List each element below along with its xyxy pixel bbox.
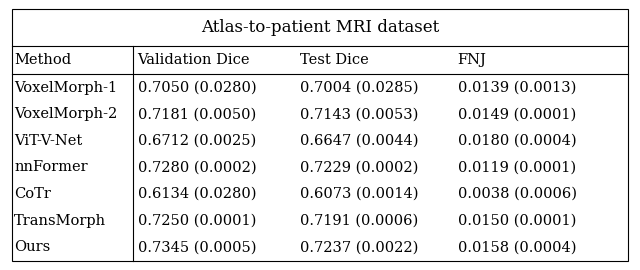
- Text: 0.7181 (0.0050): 0.7181 (0.0050): [138, 107, 256, 121]
- Text: Validation Dice: Validation Dice: [138, 53, 250, 67]
- Text: ViT-V-Net: ViT-V-Net: [14, 134, 83, 148]
- Text: 0.0038 (0.0006): 0.0038 (0.0006): [458, 187, 577, 201]
- Text: 0.6647 (0.0044): 0.6647 (0.0044): [300, 134, 418, 148]
- Text: 0.6073 (0.0014): 0.6073 (0.0014): [300, 187, 418, 201]
- Text: FNJ: FNJ: [458, 53, 486, 67]
- Text: Method: Method: [14, 53, 71, 67]
- Text: Test Dice: Test Dice: [300, 53, 368, 67]
- Text: VoxelMorph-2: VoxelMorph-2: [14, 107, 117, 121]
- Text: 0.6712 (0.0025): 0.6712 (0.0025): [138, 134, 256, 148]
- Text: 0.7229 (0.0002): 0.7229 (0.0002): [300, 160, 418, 174]
- Text: 0.7143 (0.0053): 0.7143 (0.0053): [300, 107, 418, 121]
- Text: 0.7237 (0.0022): 0.7237 (0.0022): [300, 240, 418, 254]
- Text: 0.0139 (0.0013): 0.0139 (0.0013): [458, 80, 576, 94]
- Text: 0.7280 (0.0002): 0.7280 (0.0002): [138, 160, 256, 174]
- Text: 0.0158 (0.0004): 0.0158 (0.0004): [458, 240, 576, 254]
- Text: CoTr: CoTr: [14, 187, 51, 201]
- Text: VoxelMorph-1: VoxelMorph-1: [14, 80, 117, 94]
- Text: 0.7050 (0.0280): 0.7050 (0.0280): [138, 80, 256, 94]
- Text: 0.7345 (0.0005): 0.7345 (0.0005): [138, 240, 256, 254]
- Text: 0.7250 (0.0001): 0.7250 (0.0001): [138, 214, 256, 228]
- Text: 0.0180 (0.0004): 0.0180 (0.0004): [458, 134, 576, 148]
- Text: 0.0119 (0.0001): 0.0119 (0.0001): [458, 160, 576, 174]
- Text: TransMorph: TransMorph: [14, 214, 106, 228]
- Text: Atlas-to-patient MRI dataset: Atlas-to-patient MRI dataset: [201, 19, 439, 36]
- Text: nnFormer: nnFormer: [14, 160, 88, 174]
- Text: 0.7191 (0.0006): 0.7191 (0.0006): [300, 214, 418, 228]
- Text: 0.0150 (0.0001): 0.0150 (0.0001): [458, 214, 576, 228]
- Text: 0.0149 (0.0001): 0.0149 (0.0001): [458, 107, 576, 121]
- Text: 0.7004 (0.0285): 0.7004 (0.0285): [300, 80, 418, 94]
- Text: 0.6134 (0.0280): 0.6134 (0.0280): [138, 187, 256, 201]
- Text: Ours: Ours: [14, 240, 51, 254]
